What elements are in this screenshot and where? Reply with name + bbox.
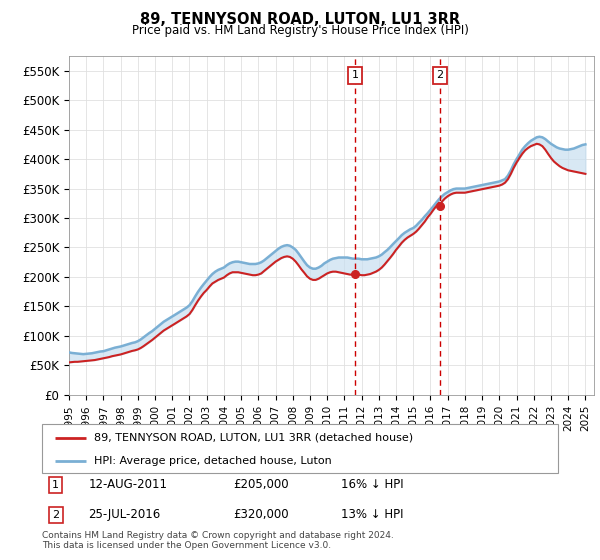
- Text: Contains HM Land Registry data © Crown copyright and database right 2024.
This d: Contains HM Land Registry data © Crown c…: [42, 531, 394, 550]
- Text: 16% ↓ HPI: 16% ↓ HPI: [341, 478, 404, 492]
- Text: 1: 1: [52, 480, 59, 490]
- Text: 13% ↓ HPI: 13% ↓ HPI: [341, 508, 404, 521]
- FancyBboxPatch shape: [42, 424, 558, 473]
- Text: 2: 2: [436, 71, 443, 81]
- Text: £320,000: £320,000: [233, 508, 289, 521]
- Text: £205,000: £205,000: [233, 478, 289, 492]
- Text: 12-AUG-2011: 12-AUG-2011: [88, 478, 167, 492]
- Text: 2: 2: [52, 510, 59, 520]
- Text: HPI: Average price, detached house, Luton: HPI: Average price, detached house, Luto…: [94, 456, 331, 466]
- Text: 89, TENNYSON ROAD, LUTON, LU1 3RR: 89, TENNYSON ROAD, LUTON, LU1 3RR: [140, 12, 460, 27]
- Text: 25-JUL-2016: 25-JUL-2016: [88, 508, 161, 521]
- Text: 1: 1: [352, 71, 359, 81]
- Text: Price paid vs. HM Land Registry's House Price Index (HPI): Price paid vs. HM Land Registry's House …: [131, 24, 469, 37]
- Text: 89, TENNYSON ROAD, LUTON, LU1 3RR (detached house): 89, TENNYSON ROAD, LUTON, LU1 3RR (detac…: [94, 433, 413, 443]
